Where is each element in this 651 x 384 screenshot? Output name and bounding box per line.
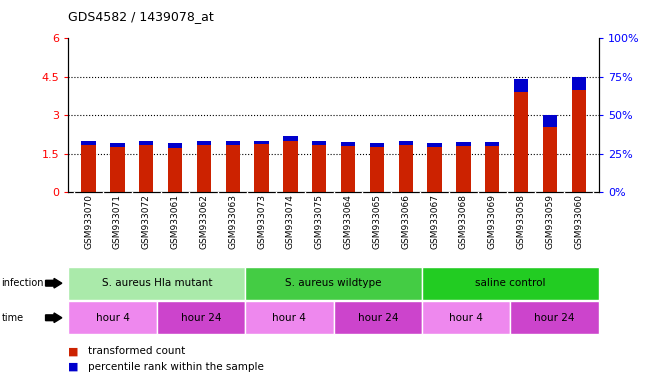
Bar: [543, 115, 557, 192]
Text: saline control: saline control: [475, 278, 546, 288]
Text: GSM933062: GSM933062: [199, 194, 208, 249]
Bar: [341, 142, 355, 192]
Bar: [398, 141, 413, 145]
Text: ■: ■: [68, 346, 79, 356]
Bar: [341, 142, 355, 146]
Text: GSM933067: GSM933067: [430, 194, 439, 249]
Text: hour 24: hour 24: [357, 313, 398, 323]
Text: GSM933069: GSM933069: [488, 194, 497, 249]
Bar: [334, 301, 422, 334]
Bar: [370, 143, 384, 192]
Bar: [139, 141, 154, 192]
Bar: [157, 301, 245, 334]
Bar: [139, 141, 154, 145]
Text: hour 4: hour 4: [273, 313, 307, 323]
Bar: [168, 143, 182, 192]
Text: GSM933075: GSM933075: [314, 194, 324, 249]
Text: hour 24: hour 24: [181, 313, 221, 323]
Text: GSM933073: GSM933073: [257, 194, 266, 249]
Text: S. aureus Hla mutant: S. aureus Hla mutant: [102, 278, 212, 288]
Bar: [168, 143, 182, 148]
Bar: [456, 142, 471, 192]
Text: GSM933071: GSM933071: [113, 194, 122, 249]
Bar: [225, 141, 240, 145]
Text: GSM933072: GSM933072: [142, 194, 151, 249]
Bar: [514, 79, 528, 92]
Text: GSM933070: GSM933070: [84, 194, 93, 249]
Text: GDS4582 / 1439078_at: GDS4582 / 1439078_at: [68, 10, 214, 23]
Bar: [510, 301, 599, 334]
Bar: [245, 267, 422, 300]
Bar: [255, 141, 269, 144]
Bar: [514, 79, 528, 192]
Bar: [427, 143, 442, 192]
Text: GSM933066: GSM933066: [401, 194, 410, 249]
Text: S. aureus wildtype: S. aureus wildtype: [285, 278, 382, 288]
Text: hour 4: hour 4: [449, 313, 483, 323]
Text: percentile rank within the sample: percentile rank within the sample: [88, 362, 264, 372]
Bar: [110, 143, 124, 147]
Bar: [456, 142, 471, 146]
Text: GSM933063: GSM933063: [229, 194, 237, 249]
Text: GSM933064: GSM933064: [344, 194, 353, 249]
Text: ■: ■: [68, 362, 79, 372]
Bar: [255, 141, 269, 192]
Bar: [398, 141, 413, 192]
Text: infection: infection: [1, 278, 44, 288]
Text: time: time: [1, 313, 23, 323]
Bar: [81, 141, 96, 192]
Bar: [197, 141, 211, 145]
Text: GSM933074: GSM933074: [286, 194, 295, 249]
Bar: [572, 77, 586, 192]
Bar: [572, 77, 586, 89]
Bar: [422, 301, 510, 334]
Bar: [422, 267, 599, 300]
Bar: [485, 142, 499, 146]
Bar: [283, 136, 298, 192]
Bar: [68, 301, 157, 334]
Bar: [81, 141, 96, 146]
Bar: [197, 141, 211, 192]
Text: hour 4: hour 4: [96, 313, 130, 323]
Bar: [485, 142, 499, 192]
Bar: [427, 143, 442, 147]
Text: GSM933065: GSM933065: [372, 194, 381, 249]
Bar: [370, 143, 384, 147]
Bar: [283, 136, 298, 141]
Bar: [245, 301, 334, 334]
Bar: [110, 143, 124, 192]
Bar: [225, 141, 240, 192]
Text: hour 24: hour 24: [534, 313, 575, 323]
Text: GSM933060: GSM933060: [574, 194, 583, 249]
Bar: [68, 267, 245, 300]
Bar: [312, 141, 326, 145]
Text: GSM933059: GSM933059: [546, 194, 555, 249]
Text: GSM933061: GSM933061: [171, 194, 180, 249]
Text: transformed count: transformed count: [88, 346, 185, 356]
Text: GSM933068: GSM933068: [459, 194, 468, 249]
Bar: [543, 115, 557, 127]
Bar: [312, 141, 326, 192]
Text: GSM933058: GSM933058: [516, 194, 525, 249]
